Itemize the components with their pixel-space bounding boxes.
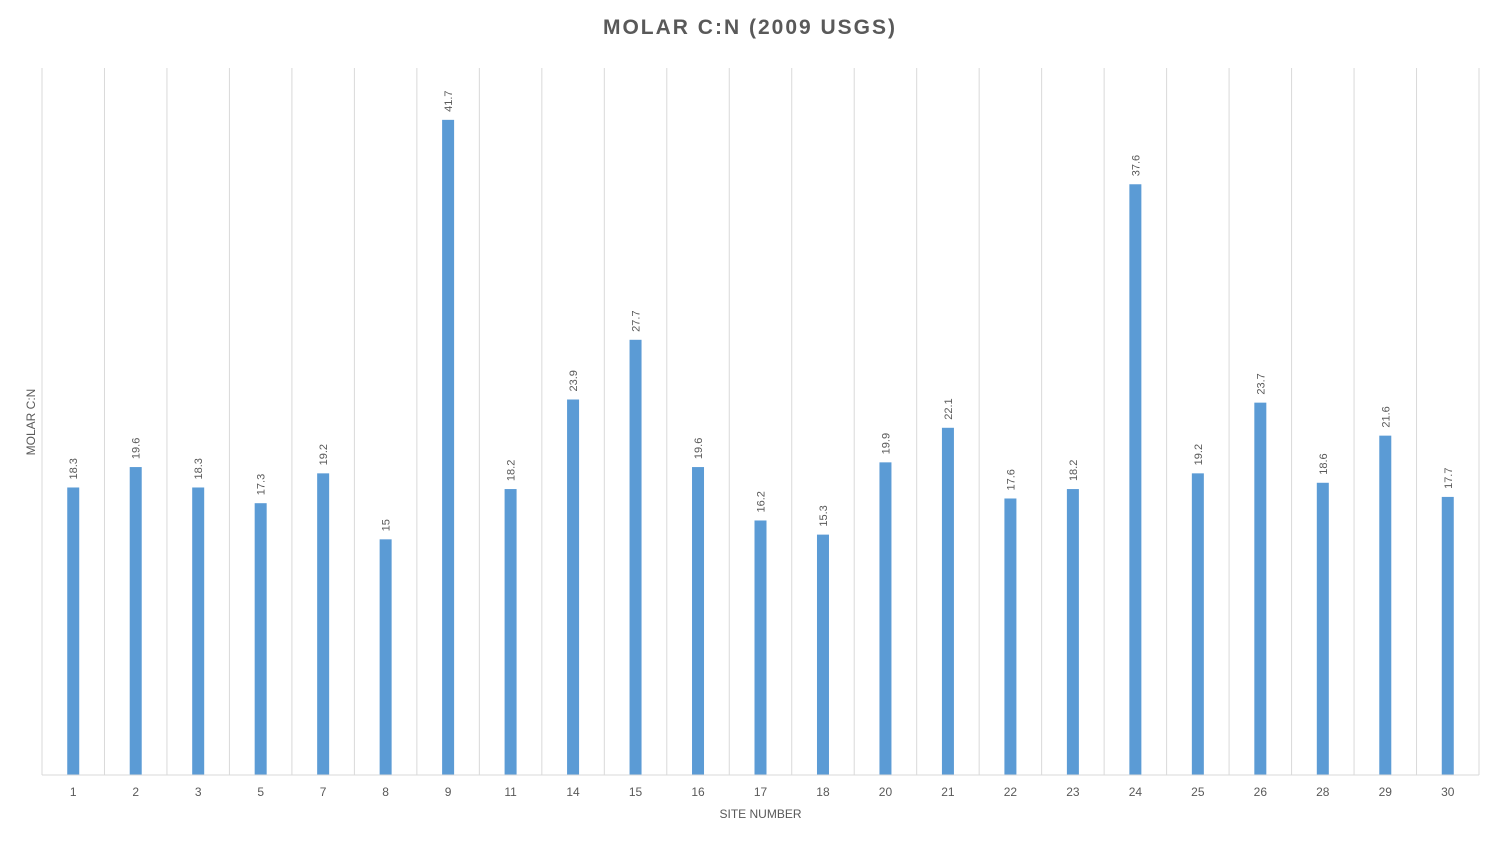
x-tick-label: 16 bbox=[691, 785, 705, 799]
x-tick-label: 30 bbox=[1441, 785, 1455, 799]
bar-site-3 bbox=[192, 487, 205, 775]
x-tick-label: 20 bbox=[879, 785, 893, 799]
data-label: 19.2 bbox=[1193, 444, 1205, 465]
bar-site-11 bbox=[504, 489, 517, 775]
data-label: 18.3 bbox=[68, 458, 80, 479]
data-label: 23.9 bbox=[568, 370, 580, 391]
chart-title: MOLAR C:N (2009 USGS) bbox=[602, 16, 898, 39]
x-tick-label: 22 bbox=[1004, 785, 1018, 799]
data-label: 41.7 bbox=[443, 90, 455, 111]
x-tick-label: 18 bbox=[816, 785, 830, 799]
bar-site-26 bbox=[1254, 402, 1267, 775]
bar-site-15 bbox=[629, 339, 642, 775]
data-label: 17.6 bbox=[1005, 469, 1017, 490]
data-label: 19.6 bbox=[131, 438, 143, 459]
data-label: 18.2 bbox=[1068, 460, 1080, 481]
data-label: 21.6 bbox=[1380, 406, 1392, 427]
x-tick-label: 2 bbox=[132, 785, 139, 799]
gridlines bbox=[41, 68, 1480, 775]
x-tick-label: 23 bbox=[1066, 785, 1080, 799]
bar-site-29 bbox=[1379, 435, 1392, 775]
bar-site-2 bbox=[129, 467, 142, 775]
data-label: 18.2 bbox=[506, 460, 518, 481]
data-label: 17.3 bbox=[256, 474, 268, 495]
bar-site-21 bbox=[941, 427, 954, 775]
bar-site-24 bbox=[1129, 184, 1142, 776]
x-tick-label: 8 bbox=[382, 785, 389, 799]
bar-site-18 bbox=[816, 534, 829, 775]
data-label: 18.6 bbox=[1318, 453, 1330, 474]
bar-site-9 bbox=[442, 119, 455, 775]
data-label: 27.7 bbox=[631, 310, 643, 331]
y-axis-title: MOLAR C:N bbox=[24, 389, 38, 456]
x-tick-label: 24 bbox=[1129, 785, 1143, 799]
x-tick-label: 3 bbox=[195, 785, 202, 799]
data-labels: 18.3 19.6 18.3 17.3 19.2 15 41.7 18.2 23.9 27.7 19… bbox=[68, 90, 1455, 531]
data-label: 19.9 bbox=[880, 433, 892, 454]
bar-site-5 bbox=[254, 503, 267, 775]
x-tick-label: 25 bbox=[1191, 785, 1205, 799]
data-label: 22.1 bbox=[943, 398, 955, 419]
data-label: 17.7 bbox=[1443, 467, 1455, 488]
bar-site-23 bbox=[1066, 489, 1079, 775]
x-tick-label: 28 bbox=[1316, 785, 1330, 799]
x-tick-labels: 1 2 3 5 7 8 9 11 14 15 16 17 18 20 21 22 23 24 25 26 28 29 30 bbox=[70, 785, 1455, 799]
bar-site-14 bbox=[567, 399, 580, 775]
x-tick-label: 15 bbox=[629, 785, 643, 799]
x-tick-label: 1 bbox=[70, 785, 77, 799]
x-tick-label: 11 bbox=[504, 785, 517, 799]
x-tick-label: 14 bbox=[566, 785, 580, 799]
data-label: 18.3 bbox=[193, 458, 205, 479]
bar-site-22 bbox=[1004, 498, 1017, 775]
bar-site-16 bbox=[692, 467, 705, 775]
data-label: 19.2 bbox=[318, 444, 330, 465]
bar-site-17 bbox=[754, 520, 767, 775]
bar-site-7 bbox=[317, 473, 330, 775]
bar-site-20 bbox=[879, 462, 892, 775]
data-label: 15 bbox=[381, 519, 393, 531]
data-label: 16.2 bbox=[756, 491, 768, 512]
x-tick-label: 26 bbox=[1254, 785, 1268, 799]
data-label: 23.7 bbox=[1255, 373, 1267, 394]
x-tick-label: 9 bbox=[445, 785, 452, 799]
x-tick-label: 17 bbox=[754, 785, 768, 799]
bar-site-28 bbox=[1316, 482, 1329, 775]
x-tick-label: 21 bbox=[941, 785, 955, 799]
x-axis-title: SITE NUMBER bbox=[719, 807, 801, 821]
bars bbox=[67, 119, 1454, 776]
data-label: 37.6 bbox=[1130, 155, 1142, 176]
x-tick-label: 29 bbox=[1379, 785, 1393, 799]
bar-site-30 bbox=[1441, 496, 1454, 775]
x-tick-label: 5 bbox=[257, 785, 264, 799]
data-label: 19.6 bbox=[693, 438, 705, 459]
data-label: 15.3 bbox=[818, 505, 830, 526]
bar-site-1 bbox=[67, 487, 80, 775]
bar-site-25 bbox=[1191, 473, 1204, 775]
bar-site-8 bbox=[379, 539, 392, 775]
x-tick-label: 7 bbox=[320, 785, 327, 799]
